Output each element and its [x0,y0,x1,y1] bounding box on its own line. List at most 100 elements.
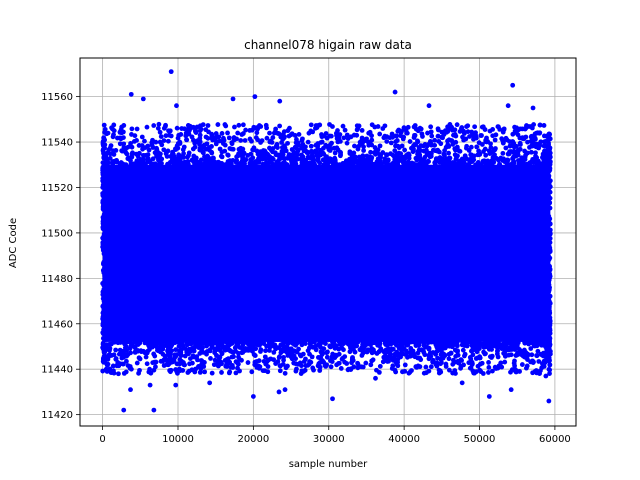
data-point [272,129,278,134]
data-point [229,140,235,145]
data-point [475,159,481,165]
data-point [109,353,114,358]
data-point [247,128,253,133]
data-point [305,139,311,145]
data-point [101,355,106,361]
data-point [161,138,167,143]
data-point [388,140,394,146]
data-point [189,341,195,346]
data-point [347,149,353,155]
data-point [394,138,400,143]
data-point [179,358,184,364]
data-point [197,369,203,375]
data-point [354,132,360,138]
data-point [101,223,107,229]
data-point [323,362,329,368]
data-point [102,213,108,218]
data-point [276,355,282,360]
data-point [100,292,106,297]
data-point [545,333,551,339]
data-point [454,162,460,167]
data-point [374,351,380,356]
data-point [219,370,224,375]
data-point [100,141,106,147]
data-point [301,359,307,364]
data-point-outlier [510,82,516,88]
x-tick-label: 50000 [464,434,496,445]
data-point [340,123,346,129]
data-point [191,137,196,143]
data-point [433,156,439,162]
data-point [335,147,341,153]
data-point [276,153,282,159]
data-point [398,133,404,139]
data-point [282,370,288,376]
data-point [118,160,124,165]
data-point [470,352,476,358]
y-axis-ticks: 11420 11440 11460 11480 11500 11520 11540 11560 [41,92,80,421]
x-axis-ticks: 0 10000 20000 30000 40000 50000 60000 [99,426,571,445]
data-point [100,160,106,166]
data-point [413,126,419,132]
data-point [495,348,500,353]
data-point [392,351,398,357]
data-point [210,137,216,143]
data-point [204,343,209,349]
data-point [164,154,170,159]
data-point [527,144,532,150]
data-point [547,318,553,324]
data-point [460,347,466,353]
data-point [447,125,453,131]
data-point [405,159,411,165]
data-point [264,162,270,168]
data-point [165,138,171,144]
data-point [391,153,397,159]
data-point [328,364,334,370]
data-point [222,347,228,352]
data-point-outlier [147,382,153,388]
data-point [329,354,335,360]
data-point [137,356,143,362]
data-point [483,139,489,145]
data-point [485,370,491,375]
data-point [516,160,522,165]
data-point-outlier [116,371,121,377]
data-point [545,298,551,304]
data-point [493,146,498,151]
data-point [522,347,527,353]
data-point [333,130,339,136]
data-point [203,127,209,133]
data-point [100,147,106,152]
data-point [180,339,185,345]
data-point [489,355,494,360]
data-point [235,365,240,371]
data-point [128,350,134,356]
data-point [547,348,553,354]
data-point-outlier [373,375,378,381]
data-point [418,156,423,162]
data-point [512,363,517,369]
data-point [427,339,432,345]
data-point [500,158,506,163]
data-point [395,143,401,149]
data-point [345,341,351,347]
data-point [235,130,241,136]
data-point [332,345,338,351]
data-point [464,156,470,162]
data-point [479,142,485,147]
data-point [546,344,551,350]
data-point [471,157,477,163]
data-point [164,339,169,345]
data-point [238,138,244,143]
data-point [384,139,390,144]
data-point [258,149,263,155]
data-point [325,349,330,355]
data-point [540,361,545,367]
data-point [280,348,286,354]
data-point [420,134,425,139]
data-point [347,156,352,162]
data-point [176,156,181,162]
data-point [229,354,235,360]
data-point [316,341,322,347]
data-point [402,156,408,162]
